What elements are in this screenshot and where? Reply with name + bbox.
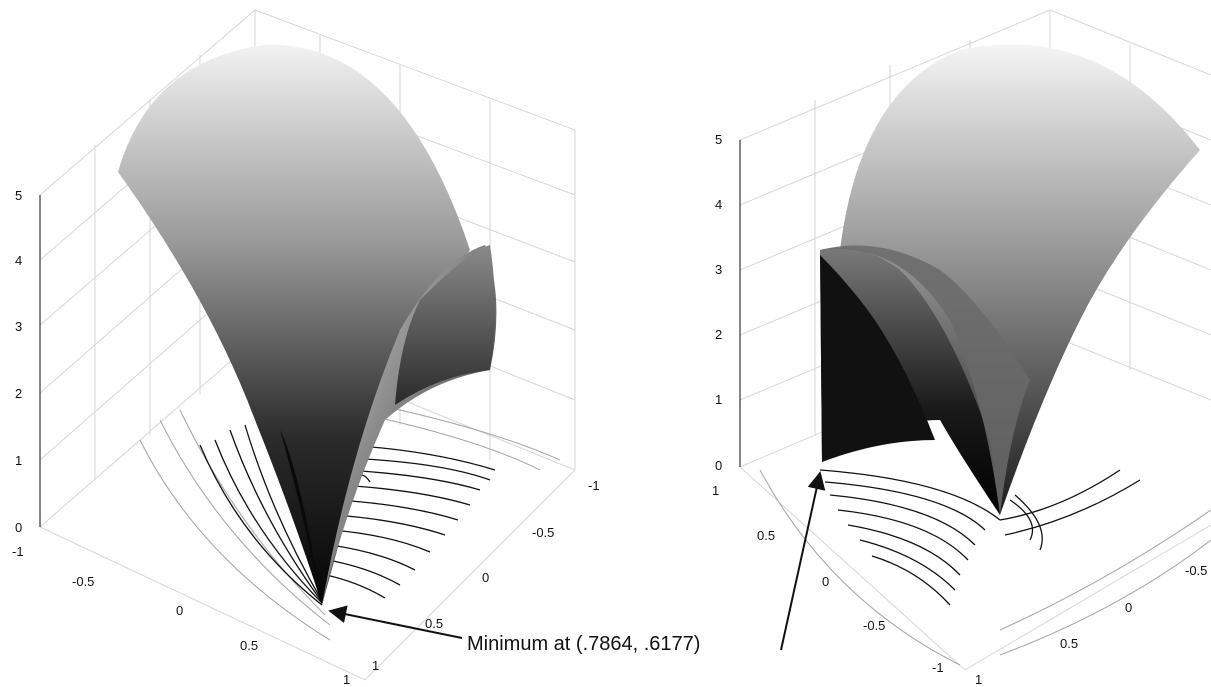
left-plot: 0 1 2 3 4 5 -1 -0.5 0 0.5 1 1 0.5 0 -0.5… <box>12 9 600 687</box>
left-y-tick: 0 <box>482 570 489 585</box>
annotation-arrow-left <box>328 605 463 639</box>
right-z-tick: 4 <box>715 197 722 212</box>
left-y-ticks: 1 0.5 0 -0.5 -1 <box>372 478 600 673</box>
left-z-tick: 0 <box>15 520 22 535</box>
left-z-tick: 1 <box>15 453 22 468</box>
right-z-tick: 0 <box>715 458 722 473</box>
right-y-ticks: 1 0.5 0 -0.5 -1 <box>712 483 944 675</box>
left-x-tick: 1 <box>343 672 350 687</box>
left-y-tick: 0.5 <box>425 616 443 631</box>
right-y-tick: 1 <box>712 483 719 498</box>
left-x-tick: -0.5 <box>72 574 94 589</box>
right-y-tick: 0 <box>822 574 829 589</box>
left-x-tick: 0 <box>176 603 183 618</box>
right-x-tick: 0 <box>1125 600 1132 615</box>
right-x-tick: 1 <box>975 672 982 687</box>
right-x-tick: -0.5 <box>1185 563 1207 578</box>
left-z-tick: 3 <box>15 319 22 334</box>
right-base-contours <box>759 469 1211 666</box>
left-z-tick: 5 <box>15 188 22 203</box>
minimum-annotation: Minimum at (.7864, .6177) <box>328 471 826 655</box>
right-surface <box>820 44 1200 515</box>
annotation-label: Minimum at (.7864, .6177) <box>467 633 700 655</box>
right-z-tick: 2 <box>715 327 722 342</box>
left-y-tick: -0.5 <box>532 525 554 540</box>
left-z-tick: 4 <box>15 253 22 268</box>
left-x-tick: 0.5 <box>240 638 258 653</box>
left-z-ticks: 0 1 2 3 4 5 <box>15 188 22 535</box>
right-z-tick: 5 <box>715 132 722 147</box>
right-y-tick: -1 <box>932 660 944 675</box>
left-y-tick: -1 <box>588 478 600 493</box>
right-z-ticks: 0 1 2 3 4 5 <box>715 132 722 473</box>
right-x-tick: 0.5 <box>1060 636 1078 651</box>
right-plot: 0 1 2 3 4 5 1 0.5 0 -0.5 -1 1 0.5 0 -0.5 <box>712 9 1211 687</box>
left-y-tick: 1 <box>372 658 379 673</box>
right-z-tick: 1 <box>715 392 722 407</box>
annotation-arrow-right <box>780 471 826 651</box>
right-y-tick: -0.5 <box>863 618 885 633</box>
left-x-ticks: -1 -0.5 0 0.5 1 <box>12 544 350 687</box>
right-x-ticks: 1 0.5 0 -0.5 <box>975 563 1207 687</box>
right-y-tick: 0.5 <box>757 528 775 543</box>
left-z-tick: 2 <box>15 386 22 401</box>
left-x-tick: -1 <box>12 544 24 559</box>
left-surface <box>118 44 497 605</box>
right-z-tick: 3 <box>715 262 722 277</box>
